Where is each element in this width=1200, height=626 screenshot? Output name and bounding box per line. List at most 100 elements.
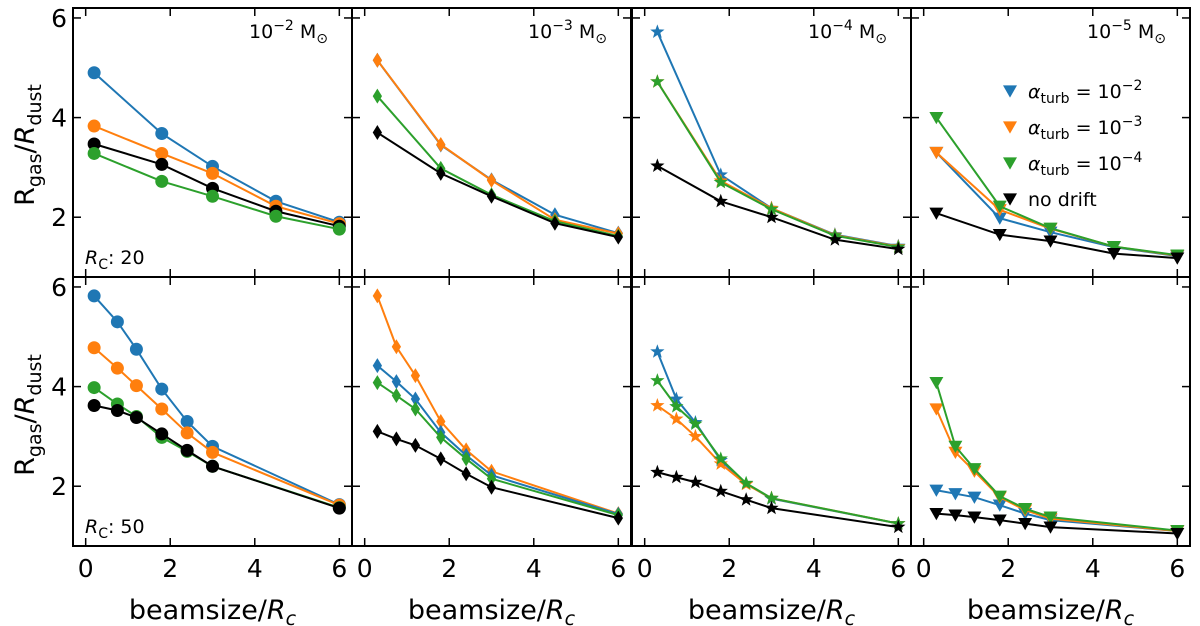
data-point-1e-3 xyxy=(372,52,383,68)
data-point-1e-3 xyxy=(688,428,703,443)
series-nodrift xyxy=(929,508,1185,541)
data-point-nodrift xyxy=(550,215,560,231)
data-point-nodrift xyxy=(1043,521,1058,534)
data-point-nodrift xyxy=(891,519,906,534)
data-point-1e-2 xyxy=(87,289,101,303)
data-point-1e-3 xyxy=(206,445,219,459)
data-point-1e-2 xyxy=(650,344,665,358)
data-point-1e-3 xyxy=(372,288,383,304)
data-point-1e-4 xyxy=(1018,503,1033,516)
data-point-nodrift xyxy=(948,509,963,522)
legend-label-nodrift: no drift xyxy=(1028,189,1097,211)
x-tick-label: 0 xyxy=(637,554,653,583)
x-tick-label: 4 xyxy=(1085,554,1101,583)
series-line-1e-4 xyxy=(656,380,899,525)
data-point-nodrift xyxy=(1170,527,1185,541)
panel-title: 10−2 M⊙ xyxy=(249,18,328,47)
data-point-nodrift xyxy=(992,514,1007,527)
data-point-1e-2 xyxy=(669,391,684,406)
data-point-1e-2 xyxy=(155,127,169,141)
y-tick-label: 2 xyxy=(51,203,67,232)
data-point-1e-4 xyxy=(929,111,944,125)
data-point-1e-3 xyxy=(87,341,101,355)
data-point-1e-2 xyxy=(410,391,421,407)
data-point-1e-2 xyxy=(992,499,1007,512)
series-line-1e-3 xyxy=(93,346,340,507)
series-1e-3 xyxy=(87,341,346,512)
data-point-nodrift xyxy=(650,158,665,172)
data-point-1e-4 xyxy=(764,201,779,216)
data-point-1e-4 xyxy=(713,174,728,189)
x-tick-label: 0 xyxy=(916,554,932,583)
data-point-nodrift xyxy=(967,511,982,524)
data-point-1e-4 xyxy=(688,416,703,431)
data-point-nodrift xyxy=(410,437,421,453)
x-tick-label: 2 xyxy=(721,554,737,583)
data-point-1e-2 xyxy=(650,24,665,38)
data-point-1e-4 xyxy=(155,174,169,188)
panel-r1-c1: 0 2 4 6 beamsize/Rc xyxy=(351,276,632,626)
series-line-1e-3 xyxy=(656,81,899,248)
data-point-nodrift xyxy=(486,479,497,495)
data-point-1e-4 xyxy=(1106,241,1121,254)
x-axis-label: beamsize/Rc xyxy=(129,595,297,626)
data-point-nodrift xyxy=(764,209,779,224)
data-point-1e-2 xyxy=(948,488,963,501)
data-point-1e-3 xyxy=(110,361,124,375)
data-point-1e-3 xyxy=(929,146,944,160)
data-point-1e-4 xyxy=(87,146,101,160)
data-point-1e-3 xyxy=(486,172,497,188)
series-1e-4 xyxy=(87,146,346,236)
data-point-1e-3 xyxy=(155,146,169,160)
x-tick-label: 0 xyxy=(78,554,94,583)
data-point-1e-3 xyxy=(669,411,684,426)
ticks xyxy=(73,8,352,277)
data-point-1e-3 xyxy=(87,119,101,133)
series-1e-2 xyxy=(929,484,1185,538)
legend: αturb = 10−2 αturb = 10−3 αturb = 10−4 no d… xyxy=(1003,78,1142,211)
data-point-1e-4 xyxy=(929,377,944,390)
panel-title: 10−3 M⊙ xyxy=(528,18,607,47)
series-1e-2 xyxy=(87,66,346,229)
data-point-nodrift xyxy=(461,466,471,482)
panel-title: 10−4 M⊙ xyxy=(808,18,887,47)
x-tick-label: 4 xyxy=(806,554,822,583)
x-axis-label: beamsize/Rc xyxy=(408,595,576,626)
panel-frame xyxy=(631,7,912,278)
data-point-nodrift xyxy=(764,500,779,515)
data-point-1e-4 xyxy=(372,88,383,104)
rc-label: RC: 50 xyxy=(85,516,145,542)
data-point-nodrift xyxy=(1018,517,1033,531)
data-point-nodrift xyxy=(929,508,944,521)
series-nodrift xyxy=(650,464,906,534)
data-point-1e-4 xyxy=(992,200,1007,213)
panel-r0-c2: 10−4 M⊙ xyxy=(631,7,912,278)
data-point-nodrift xyxy=(613,229,623,245)
data-point-1e-4 xyxy=(206,189,219,203)
y-tick-label: 6 xyxy=(51,4,67,33)
data-point-nodrift xyxy=(372,125,383,141)
legend-marker-1e-4 xyxy=(1003,157,1017,170)
data-point-1e-3 xyxy=(180,426,194,440)
data-point-1e-3 xyxy=(391,339,402,355)
data-point-nodrift xyxy=(155,157,169,171)
data-point-1e-4 xyxy=(1043,511,1058,524)
panel-r1-c2: 0 2 4 6 beamsize/Rc xyxy=(631,276,912,626)
series-nodrift xyxy=(87,399,346,515)
series-nodrift xyxy=(87,137,346,233)
data-point-1e-2 xyxy=(992,212,1007,225)
data-point-nodrift xyxy=(180,443,194,457)
series-nodrift xyxy=(372,125,623,245)
data-point-1e-4 xyxy=(486,471,497,487)
ticks xyxy=(632,8,911,277)
data-point-1e-2 xyxy=(967,491,982,504)
data-point-nodrift xyxy=(206,459,219,473)
series-1e-4 xyxy=(372,88,623,244)
legend-marker-1e-3 xyxy=(1003,121,1017,134)
series-1e-2 xyxy=(650,24,906,253)
data-point-nodrift xyxy=(372,423,383,439)
data-point-1e-4 xyxy=(391,388,402,404)
series-1e-2 xyxy=(372,358,623,522)
data-point-nodrift xyxy=(929,207,944,220)
